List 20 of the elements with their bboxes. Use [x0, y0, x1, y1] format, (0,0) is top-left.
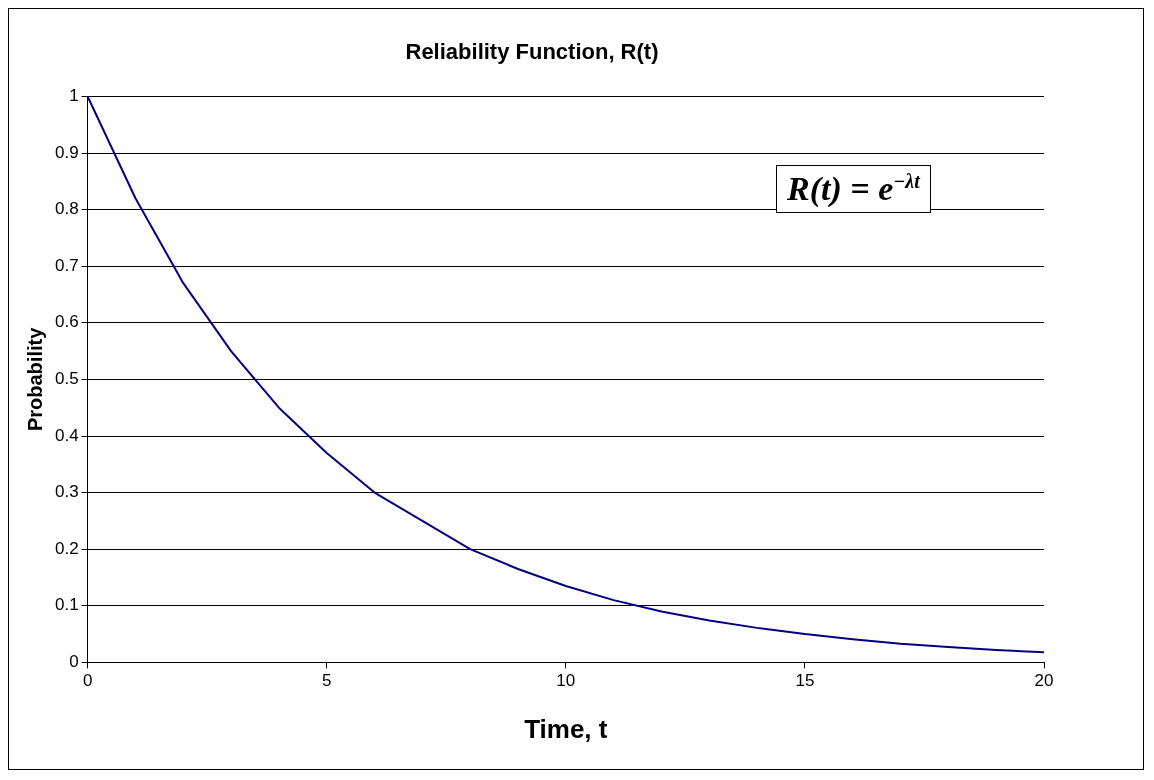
y-tick-label: 0.6: [54, 312, 79, 332]
y-tick-label: 0.7: [54, 255, 79, 275]
y-tick-label: 0.4: [54, 425, 79, 445]
chart-title: Reliability Function, R(t): [405, 39, 659, 65]
x-tick-label: 20: [1034, 671, 1054, 691]
x-tick-label: 5: [321, 671, 332, 691]
y-tick-label: 0.2: [54, 538, 79, 558]
x-tick-label: 0: [82, 671, 93, 691]
x-tick-label: 15: [795, 671, 815, 691]
y-axis-title: Probability: [23, 326, 46, 432]
y-tick-label: 1: [69, 86, 79, 106]
y-tick-label: 0.5: [54, 369, 79, 389]
x-axis-title: Time, t: [524, 713, 608, 744]
annotation: R(t) = e$^{−λt}$: [776, 165, 931, 214]
x-tick-label: 10: [556, 671, 576, 691]
y-tick-label: 0.1: [54, 595, 79, 615]
y-tick-label: 0.3: [54, 482, 79, 502]
y-tick-label: 0.9: [54, 142, 79, 162]
y-tick-label: 0.8: [54, 199, 79, 219]
y-tick-label: 0: [69, 652, 79, 672]
